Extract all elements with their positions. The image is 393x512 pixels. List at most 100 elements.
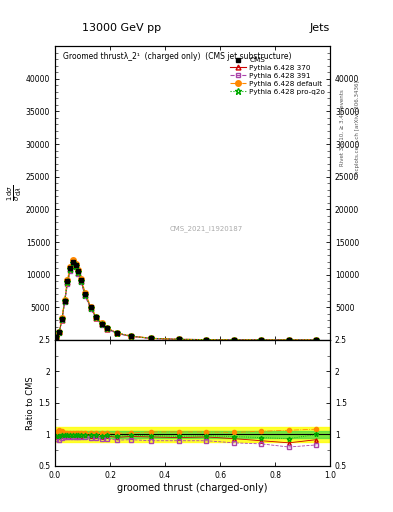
CMS	[83, 291, 88, 297]
Pythia 6.428 391	[94, 315, 99, 322]
Pythia 6.428 pro-q2o	[115, 330, 119, 336]
Pythia 6.428 391	[76, 271, 81, 277]
CMS	[71, 259, 75, 265]
Line: Pythia 6.428 pro-q2o: Pythia 6.428 pro-q2o	[53, 260, 320, 343]
Pythia 6.428 370	[204, 336, 209, 343]
Pythia 6.428 pro-q2o	[79, 278, 84, 284]
Pythia 6.428 391	[57, 330, 62, 336]
Pythia 6.428 pro-q2o	[73, 263, 78, 269]
Text: Groomed thrustλ_2¹  (charged only)  (CMS jet substructure): Groomed thrustλ_2¹ (charged only) (CMS j…	[63, 52, 292, 61]
Text: 13000 GeV pp: 13000 GeV pp	[82, 23, 162, 33]
Pythia 6.428 pro-q2o	[105, 325, 110, 331]
CMS	[286, 337, 291, 343]
CMS	[231, 337, 236, 343]
Y-axis label: $\frac{1}{\sigma}\frac{\mathrm{d}\sigma}{\mathrm{d}\lambda}$: $\frac{1}{\sigma}\frac{\mathrm{d}\sigma}…	[6, 185, 24, 201]
Pythia 6.428 default	[73, 261, 78, 267]
Pythia 6.428 default	[57, 329, 62, 335]
Pythia 6.428 370	[286, 337, 291, 343]
Pythia 6.428 370	[65, 280, 70, 286]
Pythia 6.428 default	[88, 304, 93, 310]
Pythia 6.428 391	[79, 280, 84, 286]
Pythia 6.428 default	[99, 320, 104, 326]
Pythia 6.428 370	[68, 266, 73, 272]
CMS	[176, 336, 181, 343]
Pythia 6.428 pro-q2o	[65, 279, 70, 285]
Pythia 6.428 370	[129, 333, 133, 339]
Pythia 6.428 370	[54, 334, 59, 340]
Pythia 6.428 default	[54, 333, 59, 339]
Pythia 6.428 default	[76, 267, 81, 273]
Pythia 6.428 pro-q2o	[176, 336, 181, 343]
Pythia 6.428 370	[62, 298, 67, 305]
Pythia 6.428 pro-q2o	[204, 336, 209, 343]
Pythia 6.428 pro-q2o	[314, 337, 319, 343]
CMS	[94, 314, 99, 320]
Text: mcplots.cern.ch [arXiv:1306.3436]: mcplots.cern.ch [arXiv:1306.3436]	[355, 80, 360, 176]
CMS	[99, 321, 104, 327]
Pythia 6.428 391	[71, 261, 75, 267]
Line: CMS: CMS	[54, 259, 319, 343]
Pythia 6.428 370	[176, 336, 181, 343]
Pythia 6.428 370	[99, 321, 104, 327]
Pythia 6.428 default	[149, 335, 154, 342]
Pythia 6.428 370	[79, 278, 84, 284]
Pythia 6.428 391	[115, 330, 119, 336]
Pythia 6.428 391	[129, 333, 133, 339]
Legend: CMS, Pythia 6.428 370, Pythia 6.428 391, Pythia 6.428 default, Pythia 6.428 pro-: CMS, Pythia 6.428 370, Pythia 6.428 391,…	[229, 56, 327, 96]
Pythia 6.428 391	[231, 337, 236, 343]
CMS	[76, 268, 81, 274]
Pythia 6.428 370	[149, 335, 154, 342]
Pythia 6.428 default	[176, 336, 181, 343]
Pythia 6.428 370	[83, 292, 88, 298]
Pythia 6.428 370	[259, 337, 264, 343]
Pythia 6.428 pro-q2o	[68, 266, 73, 272]
Pythia 6.428 default	[259, 337, 264, 343]
Text: CMS_2021_I1920187: CMS_2021_I1920187	[170, 225, 243, 231]
Pythia 6.428 370	[71, 260, 75, 266]
Pythia 6.428 pro-q2o	[76, 269, 81, 275]
Pythia 6.428 default	[60, 315, 64, 321]
Pythia 6.428 pro-q2o	[129, 333, 133, 339]
Pythia 6.428 default	[94, 313, 99, 319]
CMS	[88, 304, 93, 310]
Pythia 6.428 pro-q2o	[149, 335, 154, 342]
Pythia 6.428 391	[259, 337, 264, 343]
Pythia 6.428 default	[83, 290, 88, 296]
Pythia 6.428 default	[115, 330, 119, 336]
Pythia 6.428 default	[62, 297, 67, 303]
Pythia 6.428 pro-q2o	[88, 305, 93, 311]
Pythia 6.428 391	[314, 337, 319, 343]
Pythia 6.428 370	[105, 326, 110, 332]
CMS	[129, 333, 133, 339]
Line: Pythia 6.428 391: Pythia 6.428 391	[54, 262, 319, 343]
Pythia 6.428 391	[88, 306, 93, 312]
Line: Pythia 6.428 370: Pythia 6.428 370	[54, 261, 319, 343]
Pythia 6.428 370	[314, 337, 319, 343]
Pythia 6.428 pro-q2o	[62, 298, 67, 304]
Pythia 6.428 pro-q2o	[83, 291, 88, 297]
CMS	[204, 336, 209, 343]
Pythia 6.428 391	[204, 336, 209, 343]
Pythia 6.428 391	[62, 299, 67, 305]
CMS	[149, 335, 154, 342]
CMS	[314, 337, 319, 343]
Pythia 6.428 pro-q2o	[231, 337, 236, 343]
CMS	[62, 297, 67, 304]
Pythia 6.428 391	[60, 317, 64, 324]
Pythia 6.428 391	[149, 335, 154, 342]
CMS	[115, 330, 119, 336]
Pythia 6.428 default	[68, 264, 73, 270]
CMS	[54, 334, 59, 340]
Pythia 6.428 default	[129, 333, 133, 339]
X-axis label: groomed thrust (charged-only): groomed thrust (charged-only)	[118, 482, 268, 493]
Text: Rivet 3.1.10, ≥ 3.4M events: Rivet 3.1.10, ≥ 3.4M events	[340, 90, 344, 166]
Pythia 6.428 391	[99, 322, 104, 328]
CMS	[65, 278, 70, 284]
Pythia 6.428 370	[76, 270, 81, 276]
Pythia 6.428 370	[94, 315, 99, 321]
Pythia 6.428 pro-q2o	[60, 316, 64, 323]
CMS	[57, 329, 62, 335]
CMS	[105, 325, 110, 331]
Line: Pythia 6.428 default: Pythia 6.428 default	[53, 258, 319, 343]
Pythia 6.428 370	[231, 337, 236, 343]
